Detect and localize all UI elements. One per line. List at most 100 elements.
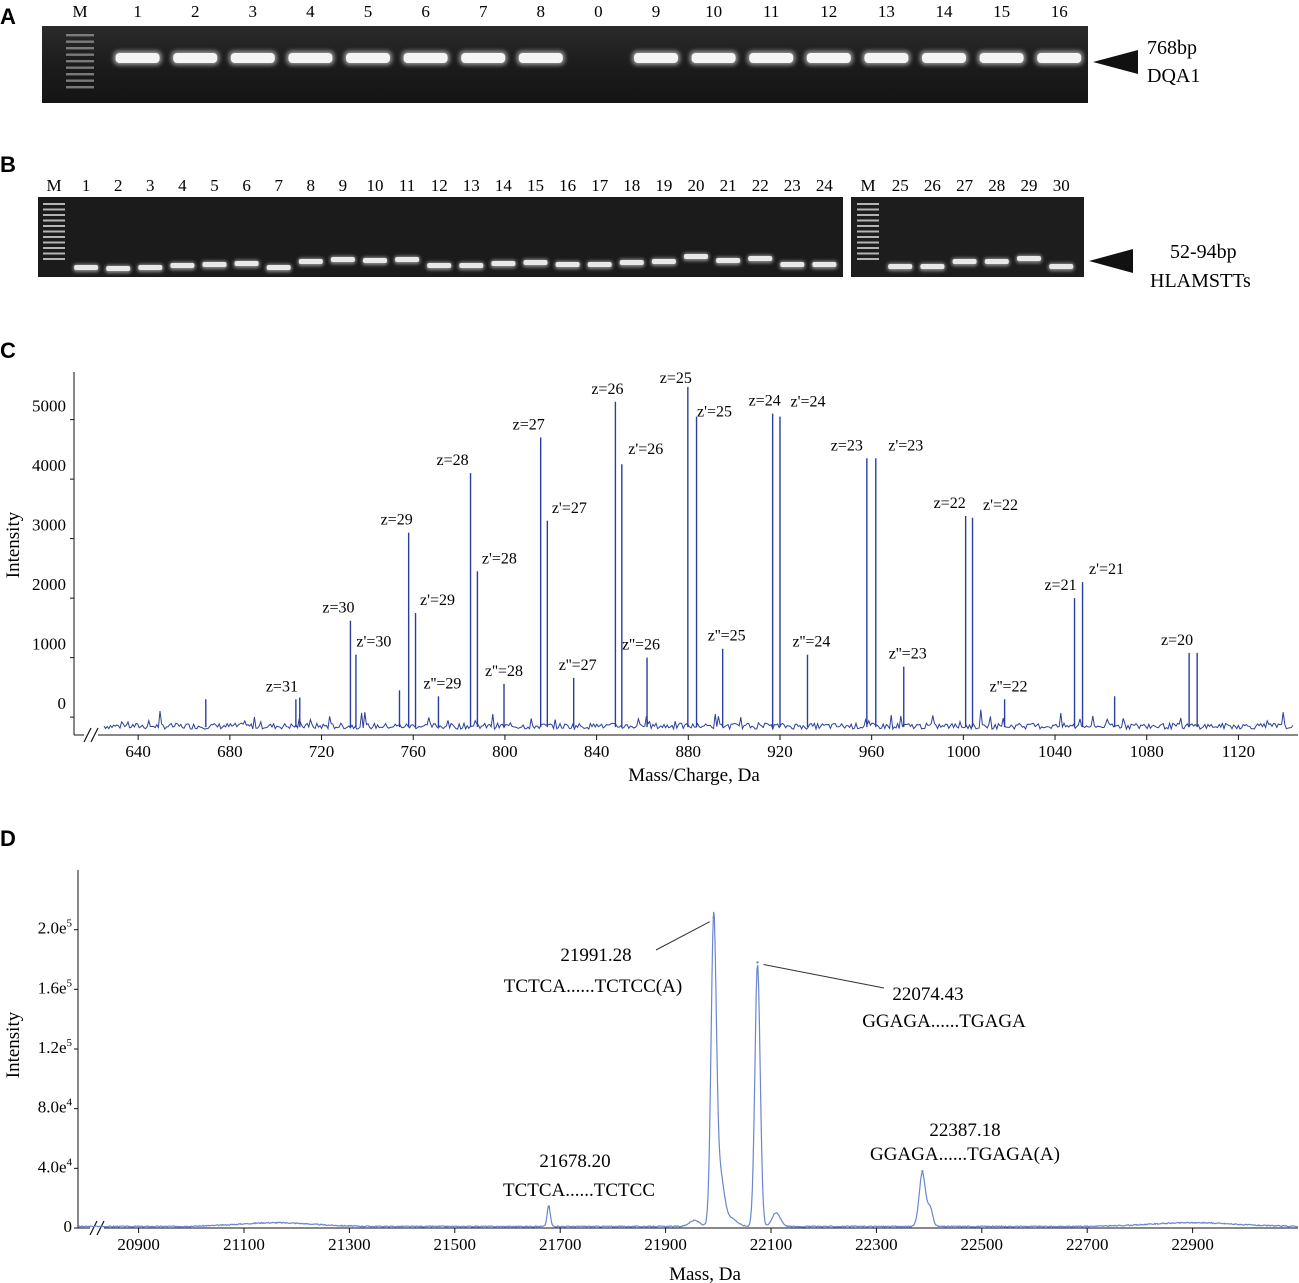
band-b [330,257,355,262]
band-b [523,260,548,265]
lane-label-b: M [46,176,61,195]
ladder-band-b [43,208,65,211]
band-a [634,53,678,63]
band-b [780,262,805,267]
lane-label-b: 5 [210,176,219,195]
ladder-band-b [857,225,879,227]
peak-label-c: z=30 [322,600,354,617]
x-tick-label-c: 760 [400,742,426,761]
x-tick-label-d: 21100 [223,1235,265,1254]
x-tick-label-d: 22700 [1066,1235,1109,1254]
lane-label-a: 6 [421,2,430,21]
panel-letter-a: A [0,4,16,29]
ladder-band-b [857,208,879,211]
x-tick-label-c: 640 [125,742,151,761]
bands-a [66,34,1084,89]
peak-label-c: z''=28 [485,663,523,680]
peak-label-c: z=27 [513,416,545,433]
ladder-band-a [66,86,94,89]
peak-label-c: z'=25 [697,404,732,421]
peak-label-c: z=25 [660,370,692,387]
lane-label-b: 20 [688,176,705,195]
band-b [138,265,163,270]
band-b [170,263,195,268]
x-tick-label-c: 680 [217,742,243,761]
ladder-band-b [857,258,879,260]
peak-label-c: z=29 [381,512,413,529]
peak-sequence-label-d: TCTCA......TCTCC(A) [504,976,682,997]
ladder-band-a [66,40,94,43]
peak-label-c: z=28 [436,452,468,469]
x-tick-label-c: 1040 [1038,742,1072,761]
x-tick-label-c: 720 [309,742,335,761]
band-a [691,53,736,63]
ticks-d: 20900 21100 21300 21500 21700 21900 22100 22300… [38,918,1214,1254]
y-tick-label-c: 1000 [32,635,66,654]
lane-label-b: 21 [720,176,737,195]
x-tick-label-d: 21300 [328,1235,371,1254]
leader-line-d [655,921,710,951]
ladder-band-b [43,225,65,227]
band-b [202,262,227,267]
band-b [459,263,484,268]
ladder-band-b [43,203,65,205]
ladder-band-b [43,258,65,260]
lane-label-a: 2 [191,2,200,21]
peak-label-c: z''=24 [793,634,831,651]
x-tick-label-c: 920 [767,742,793,761]
peak-d [756,961,759,964]
leader-line-d [763,963,885,989]
band-b [234,261,259,266]
band-b [920,264,945,269]
lane-label-b: 17 [591,176,609,195]
y-tick-label-c: 3000 [32,516,66,535]
peak-label-c: z''=22 [990,678,1028,695]
band-b [651,259,676,264]
x-axis-title-d: Mass, Da [669,1264,741,1283]
ladder-band-b [857,203,879,205]
peak-label-c: z''=23 [889,646,927,663]
lane-label-b: 8 [307,176,316,195]
lane-label-a: 10 [705,2,722,21]
peak-label-c: z'=21 [1089,561,1124,578]
peak-label-c: z'=23 [888,437,923,454]
band-b [106,266,131,271]
axis-break-c [83,726,99,743]
band-a [518,53,563,63]
ladder-band-b [857,252,879,255]
peak-label-c: z'=27 [552,500,587,517]
lane-label-a: 0 [594,2,603,21]
band-b [298,259,323,264]
exponent: 4 [67,1097,73,1109]
lane-label-a: 8 [537,2,546,21]
lane-label-a: 12 [820,2,837,21]
y-tick-label-c: 4000 [32,456,66,475]
marker-size-b: 52-94bp [1170,241,1237,263]
peak-label-c: z=26 [591,381,623,398]
band-b [984,259,1009,264]
peak-d [712,916,715,919]
peak-d [921,1170,924,1173]
lane-label-b: 30 [1053,176,1070,195]
lane-label-a: 14 [936,2,954,21]
band-a [749,53,794,63]
axis-break-d [89,1219,105,1236]
band-b [395,257,420,262]
ladder-band-b [857,241,879,244]
ladder-band-b [857,230,879,233]
band-a [1037,53,1082,63]
y-tick-label-d: 2.0e5 [38,918,73,938]
peak-label-c: z'=26 [628,441,663,458]
lane-label-b: 15 [527,176,544,195]
y-tick-label-c: 0 [58,694,67,713]
ladder-band-b [43,252,65,255]
peak-label-c: z=21 [1044,577,1076,594]
y-axis-title-c: Intensity [3,511,24,578]
band-a [230,53,275,63]
lane-label-b: 24 [816,176,834,195]
x-tick-label-d: 20900 [117,1235,160,1254]
lane-label-b: 11 [399,176,415,195]
spectrum-trace-d [77,911,1299,1228]
panel-c: C 640 680 720 760 800 840 880 920 960 1000 1040 108… [0,338,1298,786]
